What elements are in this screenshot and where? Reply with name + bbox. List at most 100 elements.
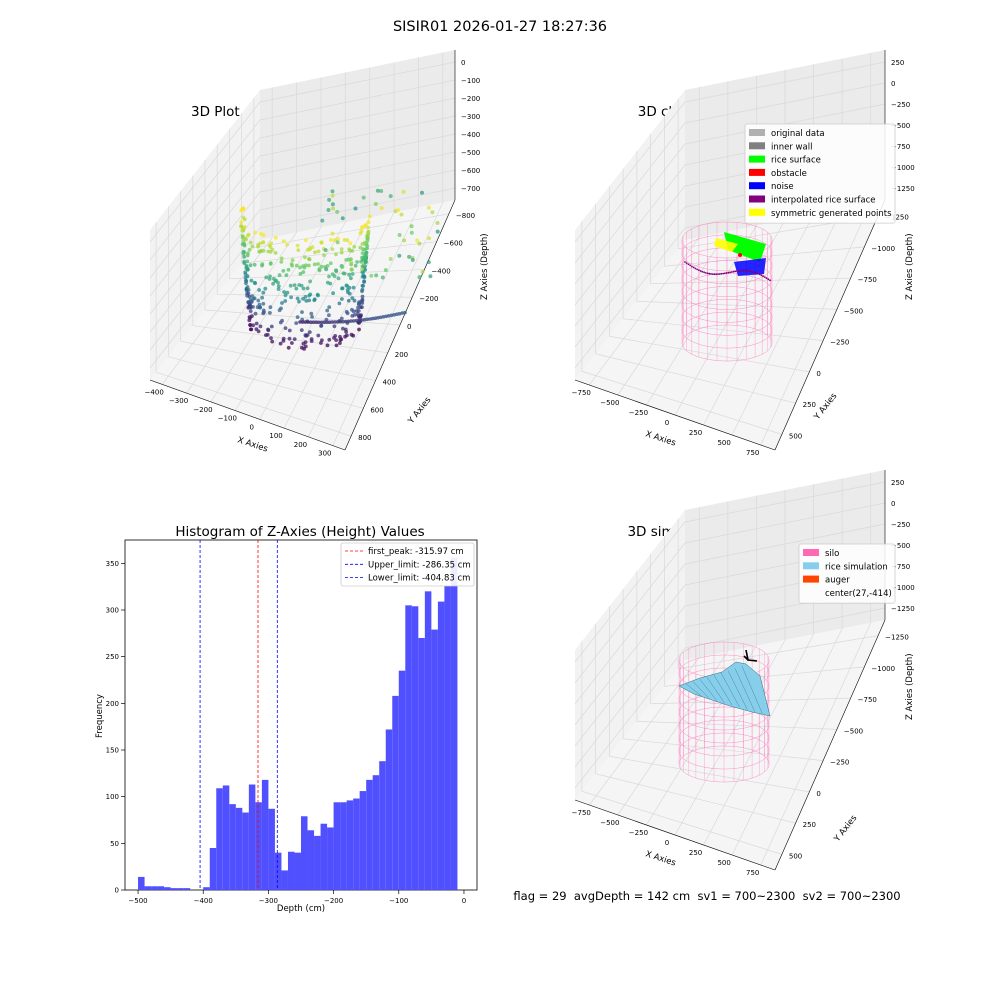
- data-point: [356, 305, 360, 310]
- data-point: [292, 337, 297, 341]
- histogram-bar: [261, 779, 269, 890]
- y-tick-label: 500: [789, 852, 802, 860]
- data-point: [417, 241, 422, 246]
- y-tick-label: −200: [419, 295, 438, 303]
- data-point: [298, 320, 302, 324]
- y-tick-label: −750: [858, 276, 877, 284]
- data-point: [327, 197, 332, 202]
- data-point: [297, 299, 301, 304]
- data-point: [322, 253, 326, 258]
- data-point: [279, 306, 283, 311]
- data-point: [375, 188, 380, 193]
- data-point: [298, 265, 302, 270]
- data-point: [415, 238, 420, 243]
- grid-line-x: [731, 208, 843, 436]
- grid-line-z: [259, 151, 456, 193]
- data-point: [245, 285, 250, 289]
- grid-line-z: [684, 82, 886, 124]
- data-point: [290, 341, 294, 345]
- data-point: [350, 296, 355, 300]
- legend-classify: original data inner wall rice surface obsta…: [744, 123, 896, 224]
- data-point: [325, 280, 330, 285]
- grid-line-y: [180, 340, 376, 381]
- data-point: [299, 328, 304, 332]
- x-tick-label: 750: [746, 869, 759, 877]
- histogram-bar: [274, 852, 282, 890]
- grid-line-x: [731, 628, 843, 856]
- interp-point: [737, 270, 740, 272]
- x-tick-label: 500: [717, 439, 730, 447]
- surface-mesh-line: [727, 670, 748, 710]
- data-point: [303, 320, 308, 324]
- data-point: [420, 269, 425, 274]
- histogram-bar: [294, 852, 301, 890]
- data-point: [309, 320, 313, 325]
- data-point: [346, 298, 351, 303]
- histogram-bar: [411, 606, 419, 890]
- data-point: [247, 315, 252, 319]
- histogram-reference-lines: [199, 540, 278, 890]
- data-point: [417, 275, 422, 280]
- legend-swatch: [749, 208, 765, 216]
- data-point: [309, 339, 314, 343]
- data-point: [294, 286, 299, 291]
- surface-mesh-line: [741, 666, 763, 714]
- subplot-classify: 3D classify of Silo Interior −750−500−25…: [572, 50, 915, 457]
- interp-point: [739, 270, 742, 272]
- data-point: [331, 291, 335, 296]
- data-point: [253, 230, 258, 235]
- data-point: [248, 323, 253, 327]
- x-tick-label: 300: [318, 450, 331, 458]
- x-axis-line: [574, 799, 776, 871]
- data-point: [269, 336, 273, 340]
- histogram-bars: [138, 557, 458, 890]
- data-point: [271, 276, 276, 281]
- data-point: [368, 317, 372, 321]
- interp-point: [746, 270, 749, 272]
- histogram-bar: [333, 802, 341, 890]
- data-point: [337, 301, 342, 306]
- data-point: [360, 267, 364, 272]
- x-tick-label: −500: [128, 897, 147, 905]
- y-tick-label: −1000: [871, 665, 895, 673]
- y-tick-label: −400: [431, 267, 450, 275]
- grid-line-x: [589, 236, 700, 386]
- data-point: [268, 311, 272, 315]
- silo-ring: [678, 706, 770, 744]
- data-point: [344, 319, 348, 324]
- xlabel-simulation: X Axies: [644, 849, 677, 868]
- histogram-bar: [144, 886, 152, 890]
- grid-line-y: [623, 318, 824, 341]
- data-point: [306, 263, 311, 268]
- scatter-points-row-data: [239, 188, 440, 351]
- legend-box: [340, 542, 475, 587]
- data-point: [327, 305, 332, 309]
- histogram-bar: [138, 876, 145, 890]
- data-point: [339, 247, 344, 252]
- data-point: [362, 317, 367, 322]
- histogram-bar: [203, 887, 210, 890]
- histogram-bar: [398, 670, 406, 890]
- data-point: [351, 309, 356, 314]
- data-point: [290, 258, 295, 262]
- y-tick-label: −600: [444, 240, 463, 248]
- symmetric-points-patch: [714, 238, 738, 252]
- data-point: [245, 253, 250, 258]
- data-point: [364, 259, 368, 264]
- legend-label: Upper_limit: -286.35 cm: [368, 560, 471, 570]
- data-point: [320, 338, 324, 343]
- data-point: [340, 265, 345, 269]
- data-point: [307, 257, 312, 262]
- data-point: [361, 284, 365, 288]
- data-point: [351, 285, 356, 290]
- data-point: [356, 312, 360, 317]
- data-point: [340, 297, 344, 301]
- data-point: [349, 332, 354, 337]
- data-point: [356, 309, 361, 313]
- data-point: [303, 333, 308, 338]
- legend-label: center(27,-414): [825, 589, 892, 599]
- data-point: [239, 224, 244, 229]
- data-point: [350, 314, 355, 318]
- subplot-row-data: 3D Plot of Silo Interior(row data) −400−…: [145, 50, 490, 458]
- interp-point: [706, 272, 709, 275]
